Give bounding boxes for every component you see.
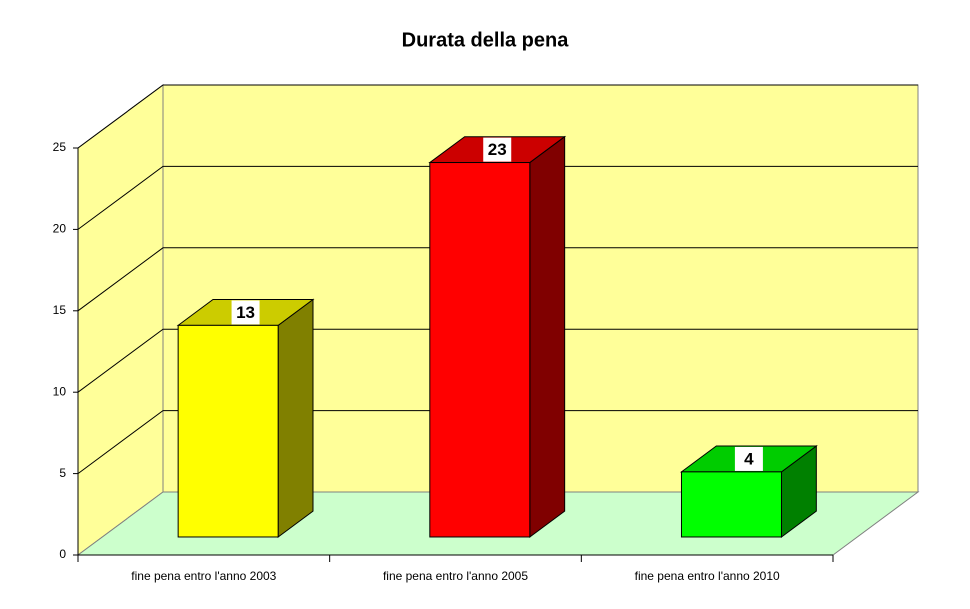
bar-side <box>277 298 314 538</box>
y-tick-label: 15 <box>53 303 67 317</box>
chart-title: Durata della pena <box>402 29 570 51</box>
value-label-box <box>231 300 260 325</box>
side-wall <box>77 84 164 556</box>
value-label-box <box>734 446 763 471</box>
bar-front <box>429 162 531 538</box>
x-tick-label: fine pena entro l'anno 2005 <box>383 569 528 583</box>
bar-front <box>680 471 782 538</box>
bar-side <box>529 135 566 538</box>
grid-line <box>77 328 918 393</box>
grid-line <box>77 410 918 475</box>
x-tick-label: fine pena entro l'anno 2003 <box>131 569 276 583</box>
value-label: 23 <box>488 140 507 159</box>
grid-line <box>77 165 918 230</box>
y-tick-label: 10 <box>53 384 67 398</box>
y-tick-label: 5 <box>59 466 66 480</box>
y-tick-label: 25 <box>53 140 67 154</box>
grid-line <box>77 247 918 312</box>
bar <box>428 135 567 538</box>
bar <box>176 298 315 538</box>
value-label: 4 <box>744 449 754 468</box>
value-label: 13 <box>236 303 255 322</box>
x-tick-label: fine pena entro l'anno 2010 <box>635 569 780 583</box>
y-tick-label: 0 <box>59 547 66 561</box>
bar-front <box>177 324 279 538</box>
grid-line <box>77 84 918 149</box>
y-tick-label: 20 <box>53 222 67 236</box>
value-label-box <box>483 137 512 162</box>
